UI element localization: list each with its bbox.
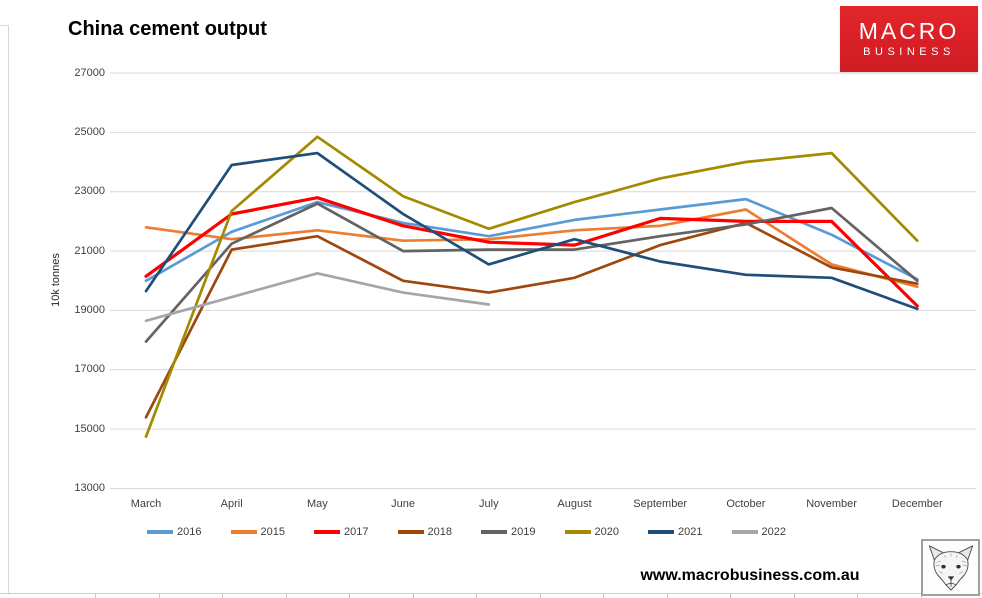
spreadsheet-column-tick [476, 594, 477, 598]
y-tick-label: 27000 [74, 66, 105, 79]
x-tick-label: October [726, 498, 766, 510]
y-tick-label: 21000 [74, 244, 105, 257]
x-tick-label: March [130, 498, 162, 510]
y-tick-label: 25000 [74, 125, 105, 138]
series-line-2016 [144, 197, 919, 283]
spreadsheet-column-tick [286, 594, 287, 598]
legend-item-2016: 2016 [147, 526, 231, 538]
legend-item-2017: 2017 [314, 526, 398, 538]
y-tick-label: 15000 [74, 422, 105, 435]
spreadsheet-gridline-vertical [8, 25, 9, 594]
legend-line-swatch [648, 530, 674, 534]
spreadsheet-column-tick [794, 594, 795, 598]
series-line-2018 [144, 221, 919, 419]
legend-item-2022: 2022 [731, 526, 816, 538]
y-tick-label: 23000 [74, 185, 105, 198]
legend-label: 2016 [177, 526, 202, 538]
legend-item-2019: 2019 [481, 526, 565, 538]
x-tick-label: September [633, 498, 688, 510]
legend-label: 2022 [761, 526, 786, 538]
spreadsheet-column-tick [413, 594, 414, 598]
legend-line-swatch [564, 530, 591, 534]
series-line-2020 [144, 135, 919, 438]
legend-item-2015: 2015 [230, 526, 315, 538]
spreadsheet-column-tick [857, 594, 858, 598]
spreadsheet-row-border [0, 593, 982, 594]
legend-label: 2019 [511, 526, 536, 538]
legend-line-swatch [481, 530, 507, 534]
x-tick-label: April [220, 498, 243, 510]
x-tick-label: December [891, 498, 943, 510]
logo-text-macro: MACRO [858, 18, 960, 44]
y-tick-label: 13000 [74, 482, 105, 494]
x-tick-label: August [557, 498, 592, 510]
y-tick-label: 17000 [74, 363, 105, 376]
website-url: www.macrobusiness.com.au [640, 567, 860, 584]
x-tick-label: June [391, 498, 416, 510]
spreadsheet-column-tick [921, 594, 922, 598]
legend-label: 2018 [427, 526, 452, 538]
legend-line-swatch [147, 530, 173, 534]
spreadsheet-column-tick [730, 594, 731, 598]
spreadsheet-column-tick [603, 594, 604, 598]
legend-line-swatch [397, 530, 424, 534]
legend-label: 2020 [594, 526, 619, 538]
y-axis-title: 10k tonnes [50, 253, 62, 307]
spreadsheet-column-tick [540, 594, 541, 598]
macrobusiness-logo: MACRO BUSINESS [840, 6, 978, 72]
fox-logo-box [921, 539, 980, 596]
legend-item-2020: 2020 [564, 526, 649, 538]
spreadsheet-column-tick [222, 594, 223, 598]
legend-line-swatch [314, 530, 340, 534]
legend-line-swatch [731, 530, 758, 534]
chart-title: China cement output [68, 18, 267, 40]
legend-label: 2017 [344, 526, 369, 538]
y-tick-label: 19000 [74, 303, 105, 316]
spreadsheet-gridline-horizontal [0, 25, 8, 26]
series-line-2021 [144, 151, 919, 311]
chart-legend: 2016 2015 2017 2018 2019 2020 2021 2022 [147, 524, 815, 540]
spreadsheet-column-tick [159, 594, 160, 598]
legend-label: 2021 [678, 526, 703, 538]
fox-icon [928, 545, 973, 591]
series-line-2022 [144, 271, 491, 323]
x-tick-label: November [806, 498, 857, 510]
series-line-2019 [144, 202, 919, 343]
legend-item-2018: 2018 [397, 526, 482, 538]
spreadsheet-column-tick [349, 594, 350, 598]
legend-label: 2015 [260, 526, 285, 538]
x-tick-label: July [479, 498, 499, 510]
logo-text-business: BUSINESS [863, 46, 955, 58]
spreadsheet-column-tick [667, 594, 668, 598]
x-tick-label: May [307, 498, 328, 510]
legend-item-2021: 2021 [648, 526, 732, 538]
series-line-2015 [144, 208, 919, 289]
spreadsheet-column-tick [95, 594, 96, 598]
legend-line-swatch [230, 530, 257, 534]
series-line-2017 [144, 196, 919, 308]
